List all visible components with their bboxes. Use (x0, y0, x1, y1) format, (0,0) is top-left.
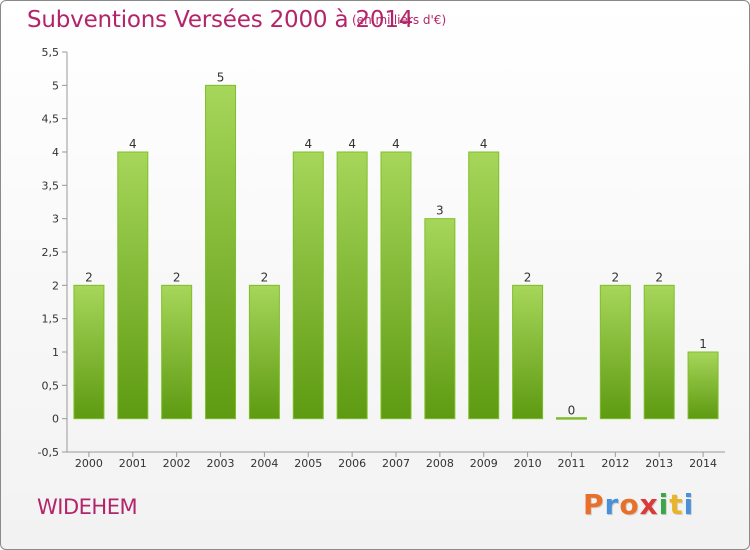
bar-2004 (248, 284, 280, 420)
x-tick-label: 2006 (338, 457, 366, 470)
x-tick-label: 2013 (645, 457, 673, 470)
y-tick-label: 0 (52, 413, 59, 426)
bar-2009 (468, 151, 500, 420)
logo-letter: i (683, 488, 695, 521)
bar-2014 (687, 351, 719, 420)
logo-letter: i (658, 488, 670, 521)
x-tick-label: 2001 (119, 457, 147, 470)
data-label: 2 (655, 270, 663, 284)
bars (73, 84, 719, 420)
bar-2000 (73, 284, 105, 420)
bar-2007 (380, 151, 412, 420)
x-tick-label: 2007 (382, 457, 410, 470)
y-tick-label: 0,5 (42, 379, 60, 392)
data-label: 2 (85, 270, 93, 284)
x-tick-label: 2002 (163, 457, 191, 470)
logo-letter: x (639, 488, 659, 521)
x-tick-label: 2000 (75, 457, 103, 470)
y-tick-label: 5,5 (42, 46, 60, 59)
y-tick-label: 4,5 (42, 113, 60, 126)
data-label: 1 (699, 337, 707, 351)
bar-2011 (555, 417, 587, 420)
axes: -0,5 0 0,5 1 1,5 2 2,5 3 3,5 4 4,5 5 5,5 2000 2001 2002… (38, 46, 725, 470)
bar-2005 (292, 151, 324, 420)
data-label: 2 (612, 270, 620, 284)
x-tick-label: 2014 (689, 457, 717, 470)
bar-2003 (205, 84, 237, 420)
logo-letter: o (619, 488, 640, 521)
x-tick-label: 2005 (294, 457, 322, 470)
x-tick-label: 2012 (601, 457, 629, 470)
bar-2013 (643, 284, 675, 420)
y-tick-label: 2,5 (42, 246, 60, 259)
y-tick-label: 4 (52, 146, 59, 159)
data-labels: 2 4 2 5 2 4 4 4 3 4 2 0 2 2 1 (85, 70, 707, 417)
logo-letter: P (583, 488, 605, 521)
x-tick-label: 2009 (470, 457, 498, 470)
y-tick-label: 1 (52, 346, 59, 359)
y-tick-label: 3 (52, 213, 59, 226)
bar-2001 (117, 151, 149, 420)
data-label: 2 (524, 270, 532, 284)
chart-title: Subventions Versées 2000 à 2014 (27, 7, 414, 33)
bar-2008 (424, 218, 456, 420)
data-label: 3 (436, 204, 444, 218)
x-tick-label: 2010 (514, 457, 542, 470)
y-tick-label: -0,5 (38, 446, 59, 459)
data-label: 2 (261, 270, 269, 284)
commune-name: WIDEHEM (37, 495, 138, 519)
x-tick-label: 2011 (557, 457, 585, 470)
data-label: 4 (392, 137, 400, 151)
unit-note: (en milliers d'€) (352, 13, 447, 27)
y-tick-label: 2 (52, 279, 59, 292)
proxiti-logo: Proxiti (583, 488, 694, 521)
x-tick-label: 2008 (426, 457, 454, 470)
x-tick-label: 2003 (207, 457, 235, 470)
data-label: 4 (304, 137, 312, 151)
x-tick-label: 2004 (250, 457, 278, 470)
data-label: 4 (129, 137, 137, 151)
data-label: 4 (348, 137, 356, 151)
y-tick-label: 3,5 (42, 179, 60, 192)
y-tick-label: 5 (52, 79, 59, 92)
logo-letter: r (604, 488, 620, 521)
bar-2002 (161, 284, 193, 420)
data-label: 4 (480, 137, 488, 151)
y-tick-label: 1,5 (42, 313, 60, 326)
bar-2010 (512, 284, 544, 420)
bar-2006 (336, 151, 368, 420)
data-label: 5 (217, 70, 225, 84)
logo-letter: t (669, 488, 684, 521)
bar-2012 (599, 284, 631, 420)
data-label: 2 (173, 270, 181, 284)
data-label: 0 (568, 404, 576, 418)
